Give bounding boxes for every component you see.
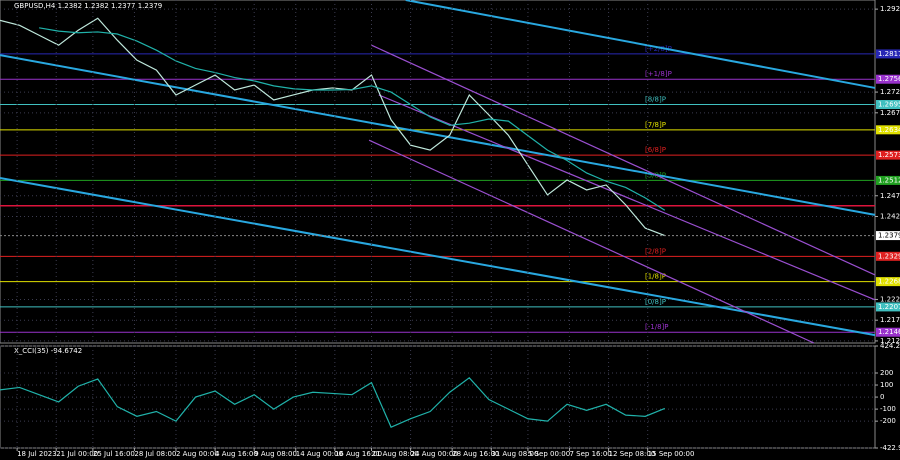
y-tick-label: 1.2125 — [880, 337, 900, 345]
level-price-box — [876, 277, 900, 287]
trend-line — [0, 176, 876, 337]
x-tick-label: 16 Aug 16:00 — [335, 450, 382, 458]
x-tick-label: 28 Jul 08:00 — [134, 450, 176, 458]
y-tick-label: -200 — [880, 417, 896, 425]
level-label: [6/8]P — [645, 146, 666, 154]
level-price: 1.2695 — [878, 101, 900, 109]
level-label: [8/8]P — [645, 96, 666, 104]
trend-line — [371, 44, 876, 276]
y-tick-label: 1.2675 — [880, 109, 900, 117]
trend-line — [0, 54, 876, 216]
level-price: 1.2817 — [878, 50, 900, 58]
y-tick-label: 1.2425 — [880, 213, 900, 221]
x-tick-label: 15 Sep 00:00 — [648, 450, 695, 458]
y-tick-label: 200 — [880, 369, 893, 377]
x-tick-label: 7 Sep 16:00 — [569, 450, 611, 458]
level-price: 1.2756 — [878, 75, 900, 83]
level-price: 1.2329 — [878, 252, 900, 260]
x-tick-label: 28 Aug 16:00 — [452, 450, 499, 458]
level-label: [+2/8]P — [645, 45, 672, 53]
cci-panel — [0, 345, 876, 449]
level-price-box — [876, 100, 900, 110]
level-label: [0/8]P — [645, 298, 666, 306]
level-price-box — [876, 327, 900, 337]
level-price-box — [876, 74, 900, 84]
y-tick-label: 1.2925 — [880, 5, 900, 13]
level-price: 1.2268 — [878, 278, 900, 286]
x-tick-label: 25 Jul 16:00 — [93, 450, 135, 458]
y-tick-label: 100 — [880, 381, 893, 389]
last-price-label: 1.2379 — [878, 232, 900, 240]
x-tick-label: 24 Aug 00:00 — [411, 450, 458, 458]
level-price-box — [876, 150, 900, 160]
series-line — [0, 377, 666, 428]
x-tick-label: 4 Aug 16:00 — [215, 450, 258, 458]
x-tick-label: 5 Sep 00:00 — [528, 450, 570, 458]
x-tick-label: 2 Aug 00:00 — [176, 450, 219, 458]
trend-line — [405, 0, 876, 89]
chart-title: GBPUSD,H4 1.2382 1.2382 1.2377 1.2379 — [14, 2, 162, 10]
level-label: [7/8]P — [645, 121, 666, 129]
level-price-box — [876, 175, 900, 185]
trend-line — [378, 94, 876, 301]
level-label: [-1/8]P — [645, 323, 668, 331]
series-line — [0, 17, 666, 237]
price-panel — [0, 0, 876, 344]
x-tick-label: 21 Jul 00:00 — [56, 450, 98, 458]
y-tick-label: -100 — [880, 405, 896, 413]
level-price-box — [876, 49, 900, 59]
level-price: 1.2146 — [878, 328, 900, 336]
level-price-box — [876, 302, 900, 312]
y-tick-label: 424.2183 — [880, 342, 900, 350]
y-tick-label: 1.2475 — [880, 192, 900, 200]
x-tick-label: 9 Aug 08:00 — [254, 450, 297, 458]
moving-average — [39, 27, 666, 211]
trend-line — [368, 139, 815, 344]
x-tick-label: 21 Aug 08:00 — [372, 450, 419, 458]
level-label: [1/8]P — [645, 273, 666, 281]
y-tick-label: 1.2175 — [880, 316, 900, 324]
indicator-title: X_CCI(35) -94.6742 — [14, 347, 82, 355]
last-price-box — [876, 231, 900, 241]
level-price-box — [876, 125, 900, 135]
level-price: 1.2207 — [878, 303, 900, 311]
y-tick-label: 1.2225 — [880, 295, 900, 303]
x-tick-label: 12 Sep 08:00 — [609, 450, 656, 458]
x-tick-label: 31 Aug 08:00 — [491, 450, 538, 458]
level-price: 1.2634 — [878, 126, 900, 134]
y-tick-label: 1.2725 — [880, 88, 900, 96]
y-tick-label: 0 — [880, 393, 884, 401]
level-price-box — [876, 251, 900, 261]
level-label: [2/8]P — [645, 247, 666, 255]
level-price: 1.2512 — [878, 176, 900, 184]
y-tick-label: -422.9968 — [880, 444, 900, 452]
x-tick-label: 18 Jul 2023 — [17, 450, 57, 458]
level-price: 1.2573 — [878, 151, 900, 159]
level-label: [+1/8]P — [645, 70, 672, 78]
x-tick-label: 14 Aug 00:00 — [296, 450, 343, 458]
